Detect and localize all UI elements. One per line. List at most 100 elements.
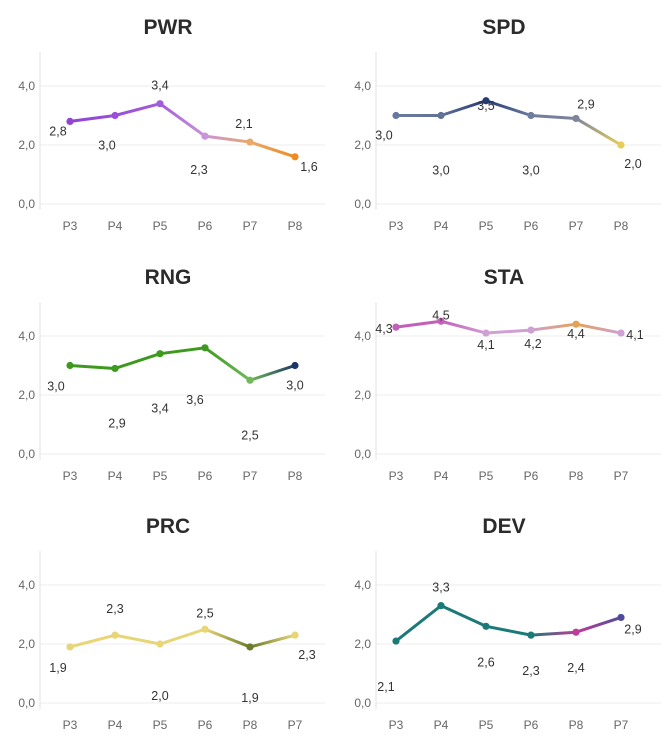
y-tick-label: 2,0 <box>18 388 35 402</box>
data-point[interactable] <box>482 97 490 105</box>
data-label: 3,5 <box>477 99 494 113</box>
data-point[interactable] <box>66 117 74 125</box>
chart-panel-rng: RNG 0,0 2,0 4,0 P3 P4 P5 P6 P7 P8 3,0 2,9 3,4 3,6 2,5 3… <box>0 250 336 500</box>
data-point[interactable] <box>291 153 299 161</box>
x-tick-label: P5 <box>153 718 168 732</box>
data-point[interactable] <box>156 640 164 648</box>
series-line-segment <box>203 134 252 144</box>
data-point[interactable] <box>617 329 625 337</box>
series-line-segment <box>68 633 117 649</box>
data-label: 3,0 <box>98 139 115 153</box>
data-point[interactable] <box>527 631 535 639</box>
chart-panel-spd: SPD 0,0 2,0 4,0 P3 P4 P5 P6 P7 P8 3,0 3,0 3,5 3,0 2,9 2… <box>336 0 672 250</box>
x-tick-label: P7 <box>569 219 584 233</box>
data-point[interactable] <box>527 111 535 120</box>
data-point[interactable] <box>156 350 164 358</box>
y-tick-label: 0,0 <box>18 696 35 710</box>
x-tick-label: P4 <box>108 469 123 483</box>
data-point[interactable] <box>437 317 445 325</box>
data-label: 2,3 <box>190 163 207 177</box>
series-line-segment <box>158 346 207 356</box>
data-label: 2,3 <box>106 602 123 616</box>
y-tick-label: 4,0 <box>18 329 35 343</box>
chart-svg-pwr: PWR 0,0 2,0 4,0 P3 P4 P5 P6 P7 P8 2,8 3,0 3,4 2,3 2,1 1… <box>18 16 325 233</box>
data-label: 3,0 <box>522 164 539 178</box>
x-tick-label: P5 <box>479 219 494 233</box>
data-point[interactable] <box>246 643 254 651</box>
data-point[interactable] <box>482 622 490 630</box>
x-tick-label: P8 <box>569 718 584 732</box>
data-point[interactable] <box>527 326 535 334</box>
y-tick-label: 2,0 <box>354 138 371 152</box>
data-point[interactable] <box>482 329 490 337</box>
data-point[interactable] <box>392 323 400 331</box>
x-tick-label: P6 <box>524 219 539 233</box>
data-point[interactable] <box>572 320 580 328</box>
y-tick-label: 4,0 <box>18 578 35 592</box>
series-line-segment <box>68 364 117 370</box>
data-point[interactable] <box>437 602 445 610</box>
data-point[interactable] <box>392 111 400 120</box>
y-tick-label: 4,0 <box>354 79 371 93</box>
data-point[interactable] <box>201 625 209 633</box>
series-line-segment <box>248 140 297 159</box>
data-point[interactable] <box>111 111 119 120</box>
data-label: 3,4 <box>151 402 168 416</box>
data-point[interactable] <box>617 613 625 622</box>
data-label: 2,6 <box>477 655 494 669</box>
data-point[interactable] <box>437 111 445 120</box>
x-tick-label: P3 <box>389 219 404 233</box>
data-point[interactable] <box>66 643 74 651</box>
data-point[interactable] <box>111 364 119 373</box>
chart-panel-sta: STA 0,0 2,0 4,0 P3 P4 P5 P6 P8 P7 4,3 4,5 4,1 4,2 4,4 4… <box>336 250 672 500</box>
data-point[interactable] <box>201 132 209 140</box>
data-point[interactable] <box>572 114 580 123</box>
data-point[interactable] <box>392 637 400 645</box>
data-label: 2,3 <box>522 664 539 678</box>
y-tick-label: 2,0 <box>18 138 35 152</box>
series-line-segment <box>484 624 533 637</box>
data-point[interactable] <box>111 631 119 639</box>
data-point[interactable] <box>66 361 74 370</box>
data-point[interactable] <box>617 141 625 149</box>
x-tick-label: P4 <box>108 718 123 732</box>
y-tick-label: 2,0 <box>354 388 371 402</box>
chart-svg-sta: STA 0,0 2,0 4,0 P3 P4 P5 P6 P8 P7 4,3 4,5 4,1 4,2 4,4 4… <box>354 266 661 483</box>
x-tick-label: P6 <box>198 469 213 483</box>
data-point[interactable] <box>572 628 580 636</box>
series-line-segment <box>439 604 488 628</box>
x-tick-label: P3 <box>389 718 404 732</box>
x-tick-label: P8 <box>243 718 258 732</box>
x-tick-label: P8 <box>569 469 584 483</box>
chart-svg-spd: SPD 0,0 2,0 4,0 P3 P4 P5 P6 P7 P8 3,0 3,0 3,5 3,0 2,9 2… <box>354 16 661 233</box>
series-line-segment <box>529 114 578 120</box>
data-label: 3,0 <box>47 380 64 394</box>
data-label: 2,0 <box>151 689 168 703</box>
data-label: 2,3 <box>298 648 315 662</box>
x-tick-label: P8 <box>614 219 629 233</box>
x-tick-label: P7 <box>243 469 258 483</box>
x-tick-label: P5 <box>153 219 168 233</box>
x-tick-label: P6 <box>198 718 213 732</box>
series-line-segment <box>203 346 252 382</box>
data-label: 3,0 <box>286 379 303 393</box>
data-point[interactable] <box>291 631 299 639</box>
series-line-segment <box>248 633 297 649</box>
data-point[interactable] <box>201 344 209 352</box>
series-line-segment <box>113 102 162 117</box>
series-line-segment <box>574 322 623 335</box>
chart-panel-prc: PRC 0,0 2,0 4,0 P3 P4 P5 P6 P8 P7 1,9 2,3 2,0 2,5 1,9 2… <box>0 499 336 749</box>
series-line-segment <box>113 352 162 370</box>
series-line-segment <box>439 319 488 335</box>
data-point[interactable] <box>156 100 164 108</box>
series-line-segment <box>529 630 578 637</box>
chart-title-rng: RNG <box>145 266 192 289</box>
data-point[interactable] <box>246 376 254 384</box>
x-tick-label: P5 <box>479 718 494 732</box>
series-line-segment <box>158 627 207 646</box>
chart-svg-dev: DEV 0,0 2,0 4,0 P3 P4 P5 P6 P8 P7 2,1 3,3 2,6 2,3 2,4 2… <box>354 515 661 732</box>
data-point[interactable] <box>291 361 299 370</box>
chart-title-sta: STA <box>484 266 524 289</box>
data-point[interactable] <box>246 138 254 146</box>
